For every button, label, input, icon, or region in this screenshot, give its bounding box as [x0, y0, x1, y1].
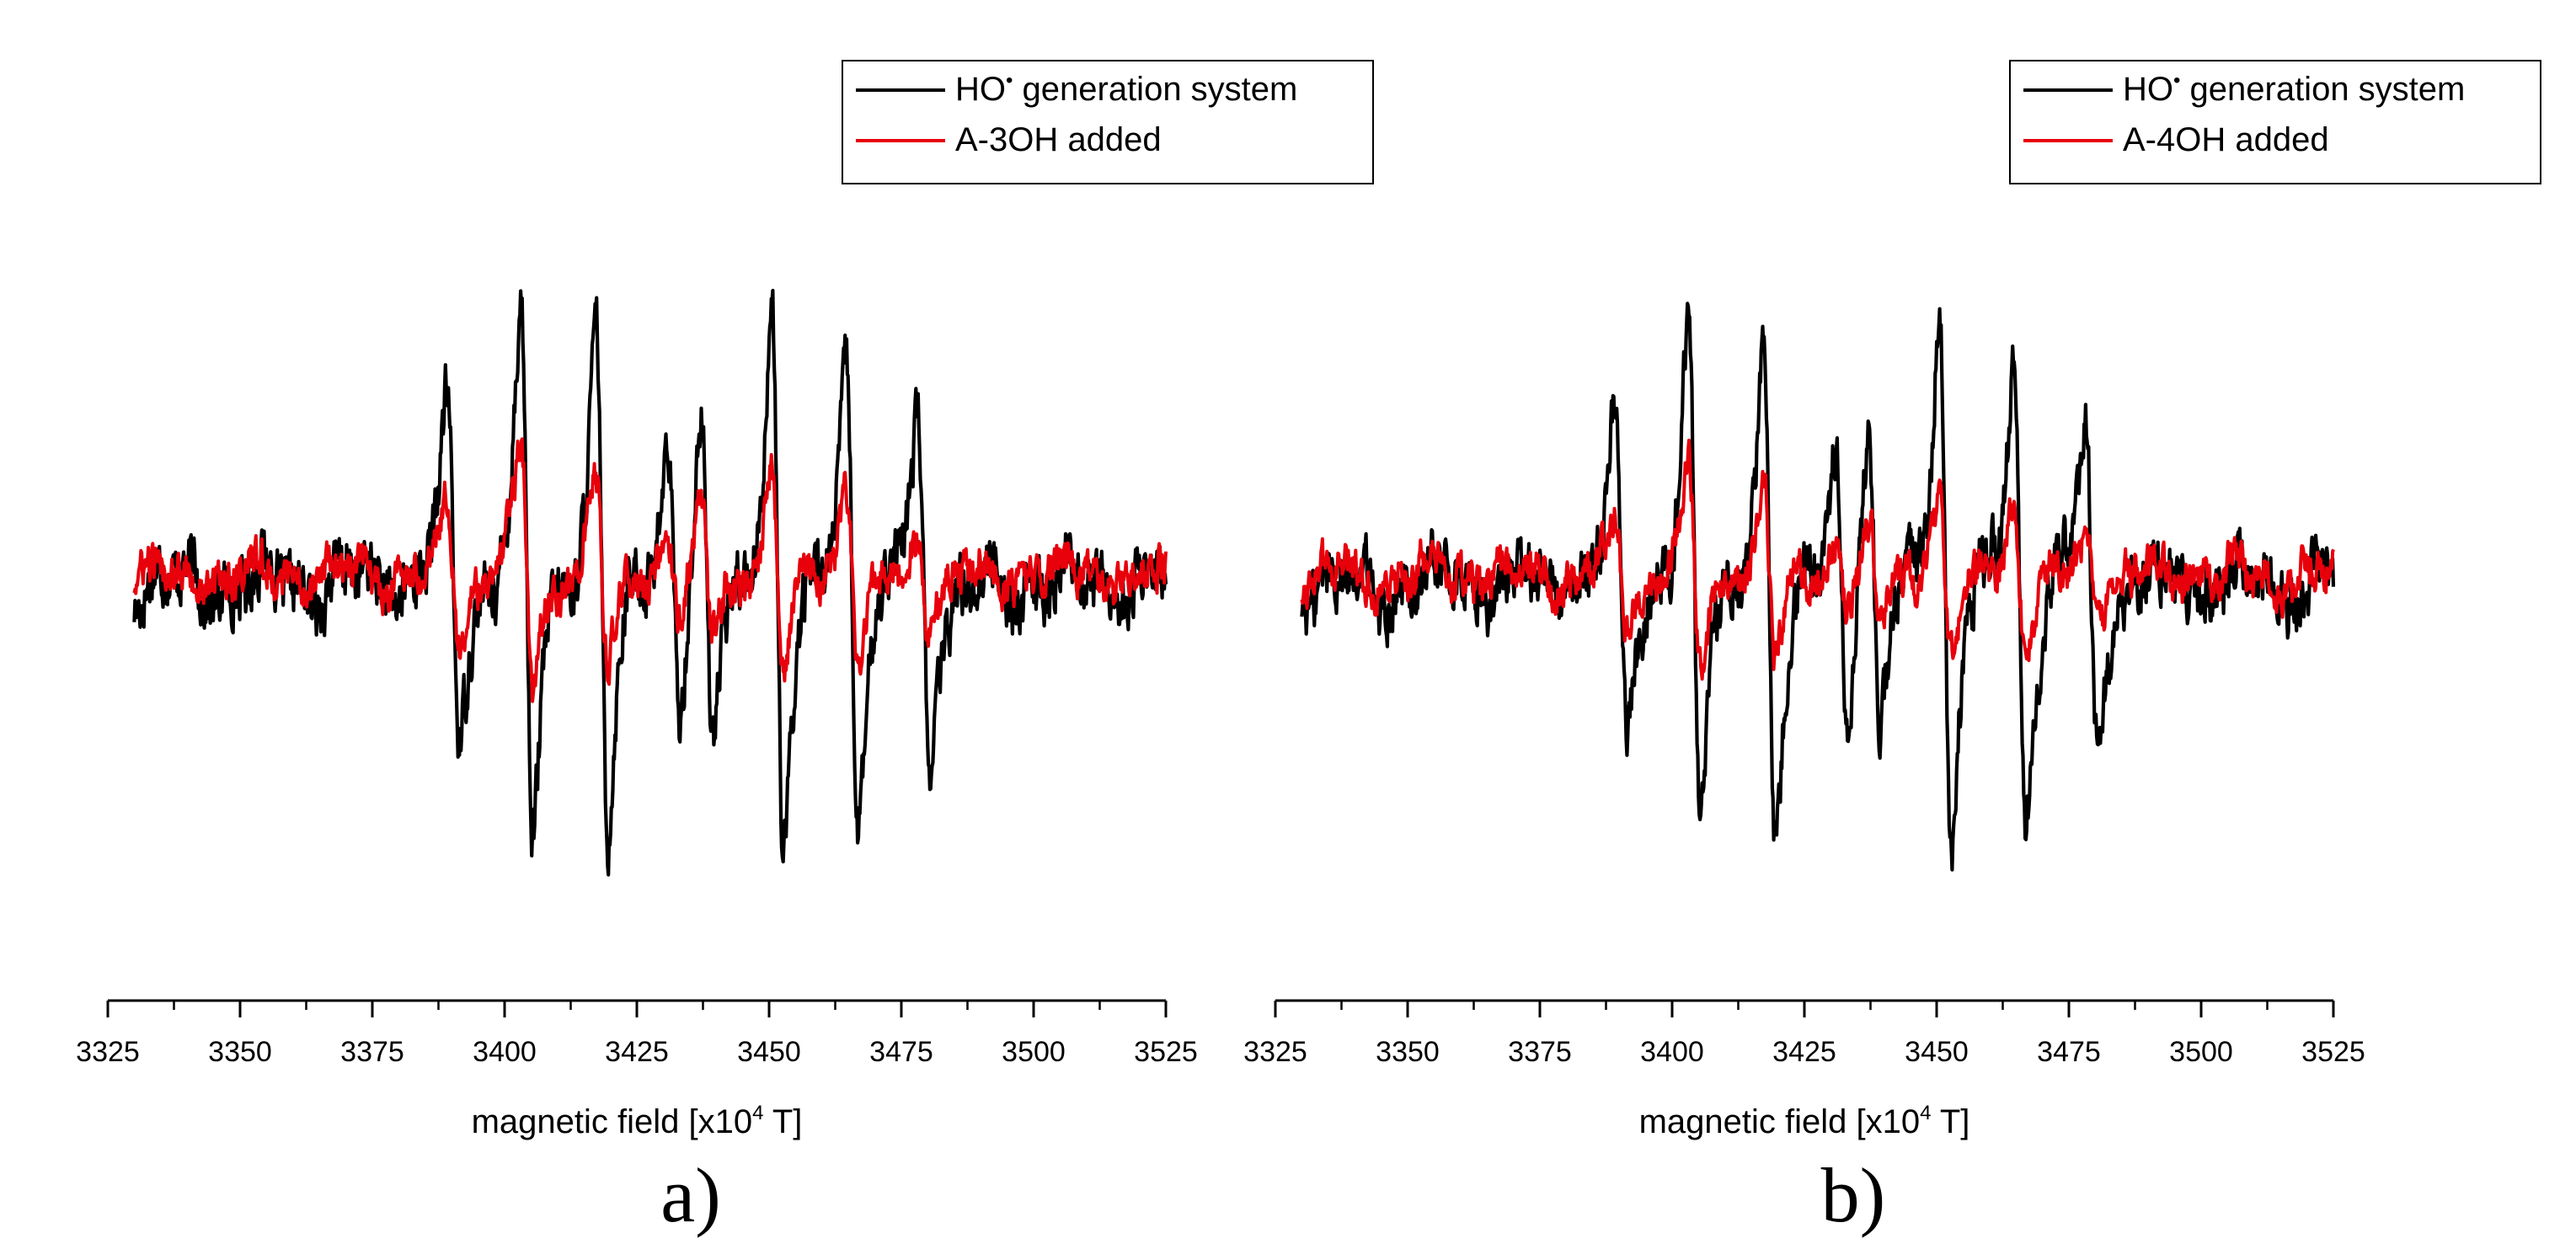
legend-label: A-3OH added [955, 121, 1162, 158]
x-axis-title-sup: 4 [1920, 1102, 1931, 1124]
legend-label-tail: generation system [2180, 71, 2465, 108]
x-tick-label: 3525 [1134, 1036, 1198, 1068]
legend-label-main: HO [2123, 71, 2173, 108]
legend: HO• generation system A-4OH added [2009, 60, 2541, 184]
legend-label: HO• generation system [2123, 69, 2465, 108]
legend-box [842, 60, 1374, 184]
x-axis-title-main: magnetic field [x10 [1639, 1103, 1921, 1140]
x-axis-title: magnetic field [x104 T] [1639, 1102, 1970, 1140]
legend-box [2009, 60, 2541, 184]
x-axis-title-main: magnetic field [x10 [472, 1103, 753, 1140]
legend-label-main: A-4OH added [2123, 121, 2329, 158]
legend-label: A-4OH added [2123, 121, 2329, 158]
x-tick-label: 3450 [737, 1036, 801, 1068]
x-tick-label: 3425 [605, 1036, 669, 1068]
x-tick-label: 3400 [1640, 1036, 1704, 1068]
x-axis-title-tail: T] [763, 1103, 802, 1140]
legend-label-tail: generation system [1013, 71, 1297, 108]
x-axis-title: magnetic field [x104 T] [472, 1102, 803, 1140]
x-tick-label: 3525 [2301, 1036, 2365, 1068]
x-tick-label: 3475 [2037, 1036, 2101, 1068]
legend-label-sup: • [2173, 69, 2180, 92]
series-line-scavenger [1300, 438, 2335, 681]
x-tick-label: 3325 [76, 1036, 140, 1068]
chart-panel-a: 3325 3350 3375 3400 3425 3450 3475 3500 3525 magn… [76, 60, 1374, 1238]
x-tick-label: 3475 [869, 1036, 933, 1068]
x-tick-label: 3450 [1905, 1036, 1969, 1068]
x-tick-label: 3425 [1772, 1036, 1836, 1068]
legend: HO• generation system A-3OH added [842, 60, 1374, 184]
legend-label-main: HO [955, 71, 1006, 108]
legend-label-sup: • [1006, 69, 1013, 92]
x-axis-title-sup: 4 [752, 1102, 763, 1124]
x-tick-label: 3400 [473, 1036, 537, 1068]
x-tick-label: 3375 [1508, 1036, 1572, 1068]
x-tick-label: 3350 [1376, 1036, 1440, 1068]
x-tick-label: 3375 [340, 1036, 404, 1068]
x-tick-label: 3325 [1243, 1036, 1307, 1068]
series-line-scavenger [132, 437, 1168, 703]
x-tick-label: 3500 [1002, 1036, 1066, 1068]
chart-panel-b: 3325 3350 3375 3400 3425 3450 3475 3500 3525 magn… [1243, 60, 2541, 1238]
x-tick-label: 3350 [208, 1036, 272, 1068]
panel-label: a) [660, 1152, 720, 1238]
x-tick-label: 3500 [2169, 1036, 2233, 1068]
x-axis-title-tail: T] [1931, 1103, 1969, 1140]
panel-label: b) [1821, 1152, 1886, 1238]
legend-label-main: A-3OH added [955, 121, 1162, 158]
legend-label: HO• generation system [955, 69, 1297, 108]
